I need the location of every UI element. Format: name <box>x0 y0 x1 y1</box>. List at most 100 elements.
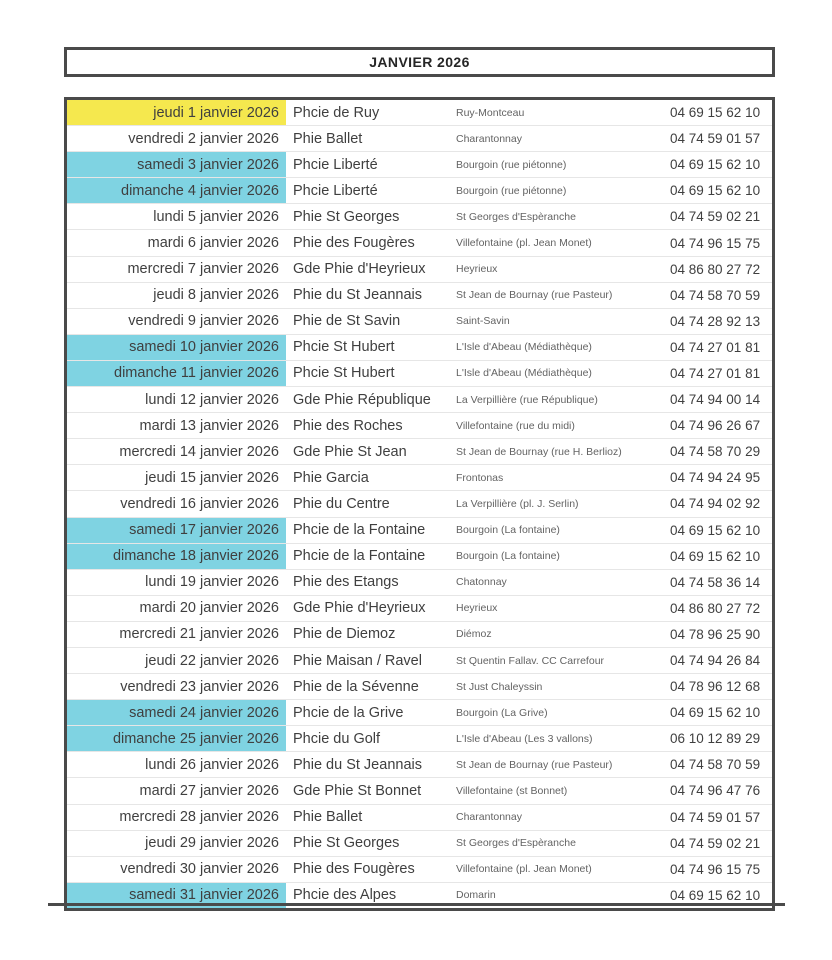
phone-number-cell: 04 69 15 62 10 <box>670 105 761 121</box>
pharmacy-name-cell: Phie St Georges <box>293 208 400 225</box>
location-cell: Ruy-Montceau <box>456 106 525 119</box>
duty-date-cell: mercredi 28 janvier 2026 <box>119 809 279 826</box>
location-cell: Villefontaine (pl. Jean Monet) <box>456 237 592 250</box>
location-cell: Heyrieux <box>456 263 498 276</box>
location-cell: Bourgoin (La fontaine) <box>456 524 560 537</box>
table-row: mardi 20 janvier 2026 Gde Phie d'Heyrieux… <box>67 595 772 622</box>
phone-number-cell: 04 74 96 15 75 <box>670 861 761 877</box>
table-row: jeudi 29 janvier 2026 Phie St Georges St G… <box>67 830 772 857</box>
duty-date-cell: dimanche 25 janvier 2026 <box>67 726 286 752</box>
pharmacy-name-cell: Phie Ballet <box>293 809 363 826</box>
location-cell: Bourgoin (rue piétonne) <box>456 184 567 197</box>
table-row: lundi 19 janvier 2026 Phie des Etangs Chat… <box>67 569 772 596</box>
location-cell: St Just Chaleyssin <box>456 680 543 693</box>
pharmacy-name-cell: Gde Phie St Bonnet <box>293 782 422 799</box>
location-cell: Frontonas <box>456 471 504 484</box>
phone-number-cell: 04 69 15 62 10 <box>670 548 761 564</box>
page-title: JANVIER 2026 <box>369 54 470 70</box>
pharmacy-name-cell: Phcie St Hubert <box>293 339 395 356</box>
phone-number-cell: 04 78 96 12 68 <box>670 679 761 695</box>
phone-number-cell: 04 69 15 62 10 <box>670 522 761 538</box>
phone-number-cell: 04 74 94 00 14 <box>670 392 761 408</box>
pharmacy-name-cell: Phie de Diemoz <box>293 626 396 643</box>
pharmacy-name-cell: Phie Ballet <box>293 130 363 147</box>
duty-date-cell: mercredi 14 janvier 2026 <box>119 443 279 460</box>
pharmacy-name-cell: Phcie Liberté <box>293 182 378 199</box>
table-row: mardi 6 janvier 2026 Phie des Fougères Vil… <box>67 230 772 257</box>
duty-date-cell: mercredi 7 janvier 2026 <box>127 261 279 278</box>
phone-number-cell: 04 74 59 02 21 <box>670 835 761 851</box>
table-row: jeudi 22 janvier 2026 Phie Maisan / Ravel… <box>67 647 772 675</box>
table-row: samedi 24 janvier 2026 Phcie de la Grive B… <box>67 700 772 727</box>
table-row: vendredi 23 janvier 2026 Phie de la Séven… <box>67 674 772 701</box>
pharmacy-name-cell: Gde Phie d'Heyrieux <box>293 600 426 617</box>
duty-date-cell: samedi 24 janvier 2026 <box>67 700 286 726</box>
phone-number-cell: 04 74 96 47 76 <box>670 783 761 799</box>
table-row: vendredi 9 janvier 2026 Phie de St Savin S… <box>67 308 772 335</box>
pharmacy-name-cell: Phie du Centre <box>293 495 390 512</box>
table-row: mardi 27 janvier 2026 Gde Phie St Bonnet V… <box>67 778 772 805</box>
duty-date-cell: jeudi 1 janvier 2026 <box>67 100 286 126</box>
pharmacy-name-cell: Phcie St Hubert <box>293 365 395 382</box>
pharmacy-name-cell: Phcie de la Grive <box>293 704 404 721</box>
duty-date-cell: jeudi 29 janvier 2026 <box>145 835 279 852</box>
duty-date-cell: mardi 13 janvier 2026 <box>139 417 279 434</box>
table-row: dimanche 25 janvier 2026 Phcie du Golf L'I… <box>67 726 772 753</box>
pharmacy-name-cell: Phcie de la Fontaine <box>293 522 426 539</box>
phone-number-cell: 04 74 27 01 81 <box>670 365 761 381</box>
phone-number-cell: 04 74 27 01 81 <box>670 339 761 355</box>
pharmacy-name-cell: Phie Garcia <box>293 469 369 486</box>
phone-number-cell: 04 74 58 70 59 <box>670 757 761 773</box>
phone-number-cell: 04 69 15 62 10 <box>670 157 761 173</box>
table-row: mercredi 14 janvier 2026 Gde Phie St Jean… <box>67 439 772 466</box>
duty-date-cell: dimanche 4 janvier 2026 <box>67 178 286 204</box>
phone-number-cell: 04 78 96 25 90 <box>670 626 761 642</box>
pharmacy-name-cell: Phie des Fougères <box>293 235 415 252</box>
duty-date-cell: vendredi 23 janvier 2026 <box>120 678 279 695</box>
pharmacy-name-cell: Gde Phie d'Heyrieux <box>293 261 426 278</box>
location-cell: Villefontaine (st Bonnet) <box>456 784 568 797</box>
phone-number-cell: 06 10 12 89 29 <box>670 731 761 747</box>
pharmacy-name-cell: Phcie des Alpes <box>293 887 397 904</box>
location-cell: St Quentin Fallav. CC Carrefour <box>456 654 605 667</box>
table-row: dimanche 11 janvier 2026 Phcie St Hubert L… <box>67 360 772 388</box>
phone-number-cell: 04 69 15 62 10 <box>670 183 761 199</box>
duty-date-cell: samedi 3 janvier 2026 <box>67 152 286 178</box>
month-title-box: JANVIER 2026 <box>64 47 775 77</box>
phone-number-cell: 04 86 80 27 72 <box>670 600 761 616</box>
duty-date-cell: lundi 5 janvier 2026 <box>153 208 279 225</box>
location-cell: Saint-Savin <box>456 315 510 328</box>
table-row: mercredi 28 janvier 2026 Phie Ballet Chara… <box>67 804 772 831</box>
duty-date-cell: jeudi 22 janvier 2026 <box>145 652 279 669</box>
location-cell: Bourgoin (rue piétonne) <box>456 158 567 171</box>
location-cell: Heyrieux <box>456 602 498 615</box>
phone-number-cell: 04 74 94 26 84 <box>670 653 761 669</box>
location-cell: Chatonnay <box>456 576 507 589</box>
phone-number-cell: 04 74 28 92 13 <box>670 313 761 329</box>
table-row: mardi 13 janvier 2026 Phie des Roches Vill… <box>67 413 772 440</box>
phone-number-cell: 04 74 58 70 29 <box>670 444 761 460</box>
phone-number-cell: 04 86 80 27 72 <box>670 261 761 277</box>
table-row: samedi 17 janvier 2026 Phcie de la Fontai… <box>67 517 772 544</box>
pharmacy-name-cell: Gde Phie République <box>293 391 431 408</box>
footer-divider <box>48 903 785 906</box>
duty-date-cell: samedi 10 janvier 2026 <box>67 334 286 360</box>
pharmacy-name-cell: Phie du St Jeannais <box>293 756 422 773</box>
location-cell: L'Isle d'Abeau (Les 3 vallons) <box>456 732 593 745</box>
duty-date-cell: jeudi 8 janvier 2026 <box>153 287 279 304</box>
pharmacy-name-cell: Phcie de la Fontaine <box>293 548 426 565</box>
phone-number-cell: 04 69 15 62 10 <box>670 705 761 721</box>
location-cell: L'Isle d'Abeau (Médiathèque) <box>456 341 592 354</box>
table-row: lundi 26 janvier 2026 Phie du St Jeannais… <box>67 752 772 779</box>
pharmacy-duty-table: jeudi 1 janvier 2026 Phcie de Ruy Ruy-Mont… <box>64 97 775 911</box>
pharmacy-name-cell: Phie Maisan / Ravel <box>293 652 422 669</box>
location-cell: Domarin <box>456 889 496 902</box>
table-row: jeudi 1 janvier 2026 Phcie de Ruy Ruy-Mont… <box>67 100 772 127</box>
location-cell: Bourgoin (La Grive) <box>456 706 548 719</box>
duty-date-cell: vendredi 9 janvier 2026 <box>128 313 279 330</box>
pharmacy-name-cell: Phie des Etangs <box>293 574 399 591</box>
phone-number-cell: 04 74 59 02 21 <box>670 209 761 225</box>
table-row: vendredi 30 janvier 2026 Phie des Fougère… <box>67 856 772 883</box>
phone-number-cell: 04 74 58 70 59 <box>670 287 761 303</box>
table-row: vendredi 16 janvier 2026 Phie du Centre La… <box>67 491 772 518</box>
